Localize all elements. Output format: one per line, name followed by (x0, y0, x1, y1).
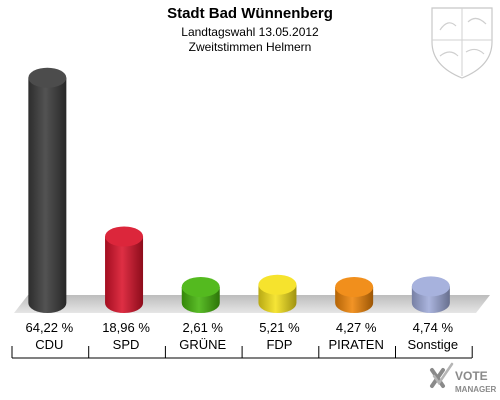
category-label: CDU (35, 337, 63, 352)
bar-fdp (258, 274, 297, 313)
bar-cdu (28, 67, 67, 313)
category-label: FDP (266, 337, 292, 352)
category-label: Sonstige (408, 337, 459, 352)
value-label: 18,96 % (102, 320, 150, 335)
logo-text-vote: VOTE (455, 369, 488, 383)
value-label: 5,21 % (259, 320, 300, 335)
chart-subtitle-district: Zweitstimmen Helmern (188, 40, 312, 54)
logo-text-manager: MANAGER (455, 385, 497, 394)
chart-title: Stadt Bad Wünnenberg (167, 5, 333, 22)
category-label: PIRATEN (328, 337, 383, 352)
value-label: 64,22 % (25, 320, 73, 335)
bar-piraten (335, 277, 374, 313)
bar-sonstige (411, 276, 450, 313)
category-label: GRÜNE (179, 337, 226, 352)
coat-of-arms-icon (431, 7, 493, 79)
value-label: 2,61 % (183, 320, 224, 335)
bar-grüne (181, 277, 220, 313)
category-label: SPD (113, 337, 140, 352)
chart-subtitle-election: Landtagswahl 13.05.2012 (181, 25, 319, 39)
bar-spd (105, 226, 144, 313)
value-label: 4,74 % (413, 320, 454, 335)
vote-manager-logo: VOTE MANAGER (430, 362, 497, 394)
value-label: 4,27 % (336, 320, 377, 335)
